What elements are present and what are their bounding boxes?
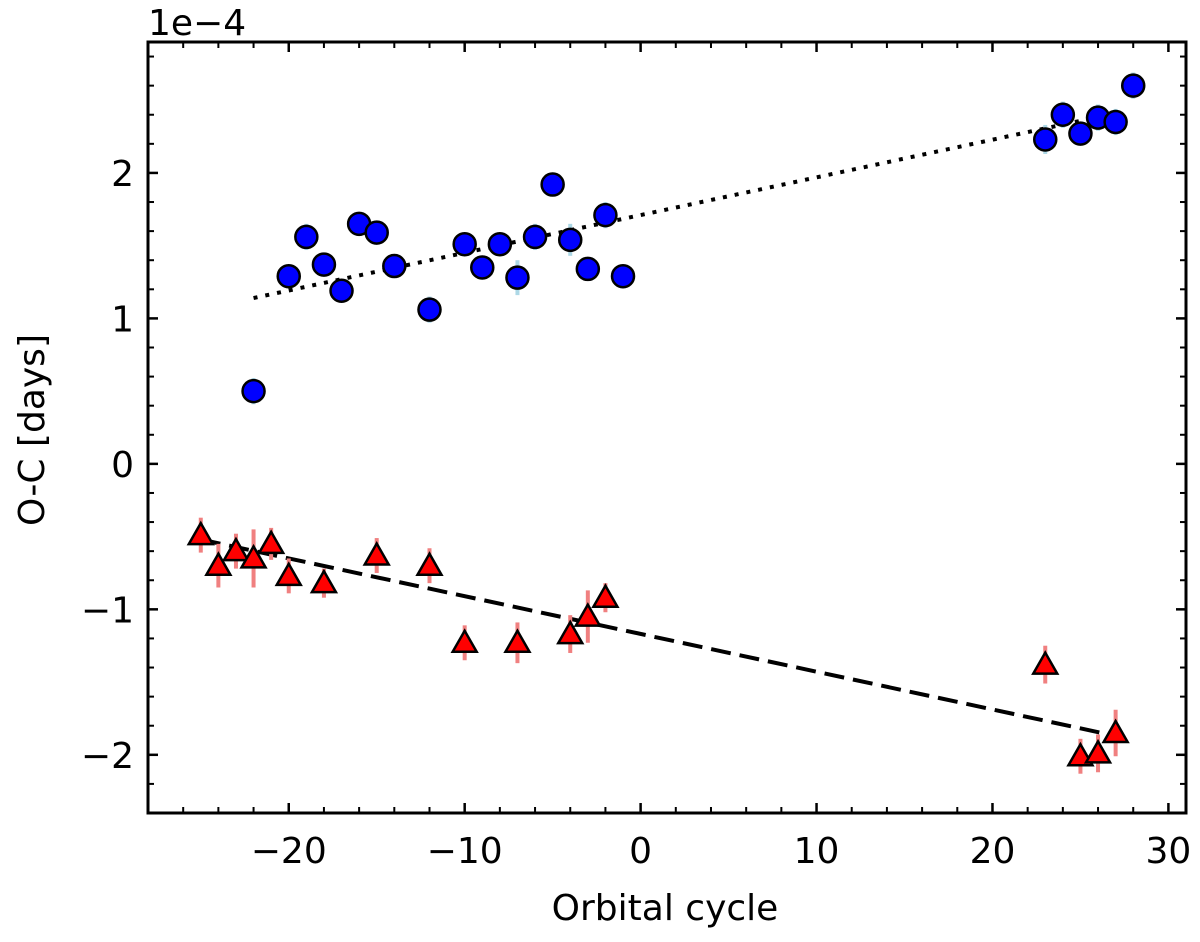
data-point-triangle — [450, 628, 479, 654]
x-tick-label: 10 — [794, 831, 840, 872]
data-markers — [186, 73, 1146, 767]
data-point-triangle — [309, 568, 339, 594]
plot-area — [148, 42, 1186, 813]
x-tick-label: −10 — [427, 831, 503, 872]
data-point-circle — [505, 265, 530, 290]
y-tick-label: 1 — [111, 299, 134, 340]
fit-line-dashed — [200, 537, 1117, 738]
data-point-triangle — [1031, 650, 1060, 675]
data-point-circle — [593, 202, 618, 228]
y-tick-label: −1 — [81, 590, 134, 631]
data-point-circle — [276, 263, 301, 289]
data-point-circle — [417, 297, 442, 322]
data-point-circle — [382, 253, 407, 279]
x-axis-label: Orbital cycle — [552, 888, 779, 929]
data-point-circle — [487, 231, 513, 257]
data-point-circle — [1068, 121, 1093, 146]
x-tick-label: −20 — [251, 831, 327, 872]
data-point-triangle — [1101, 718, 1130, 744]
data-point-circle — [452, 231, 477, 257]
data-point-circle — [329, 278, 354, 304]
data-point-circle — [241, 378, 266, 404]
x-tick-label: 0 — [629, 831, 652, 872]
data-point-triangle — [221, 536, 251, 562]
y-tick-label: −2 — [81, 736, 134, 777]
y-tick-label: 0 — [111, 445, 134, 486]
data-point-triangle — [204, 551, 233, 576]
data-point-circle — [557, 227, 583, 253]
data-point-circle — [1103, 109, 1128, 135]
data-point-triangle — [274, 561, 303, 587]
data-point-circle — [294, 224, 319, 250]
data-point-triangle — [556, 619, 585, 645]
data-point-triangle — [239, 543, 268, 569]
data-point-triangle — [362, 540, 391, 566]
data-point-circle — [470, 255, 495, 280]
data-point-circle — [1033, 127, 1058, 152]
data-point-triangle — [503, 628, 532, 654]
data-point-circle — [610, 263, 636, 289]
data-point-circle — [575, 256, 601, 282]
y-tick-label: 2 — [111, 154, 134, 195]
data-point-triangle — [186, 520, 215, 546]
data-point-circle — [311, 252, 337, 277]
data-point-triangle — [256, 529, 286, 555]
data-point-triangle — [591, 583, 620, 608]
data-point-circle — [522, 224, 548, 250]
data-point-triangle — [1083, 738, 1113, 764]
x-tick-label: 20 — [970, 831, 1016, 872]
y-offset-label: 1e−4 — [148, 3, 246, 44]
data-point-circle — [364, 220, 389, 245]
data-point-triangle — [415, 551, 444, 576]
y-axis-label: O-C [days] — [12, 334, 53, 526]
data-point-circle — [1050, 102, 1076, 127]
plot-frame — [146, 40, 1188, 815]
data-point-circle — [1120, 73, 1146, 98]
x-tick-label: 30 — [1146, 831, 1192, 872]
data-point-triangle — [573, 602, 602, 627]
data-point-circle — [540, 172, 565, 197]
